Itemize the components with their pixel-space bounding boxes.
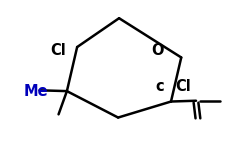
Text: c: c [155,79,164,94]
Text: Cl: Cl [175,79,191,94]
Text: Me: Me [24,84,49,99]
Text: Cl: Cl [50,43,66,58]
Text: O: O [151,43,164,58]
